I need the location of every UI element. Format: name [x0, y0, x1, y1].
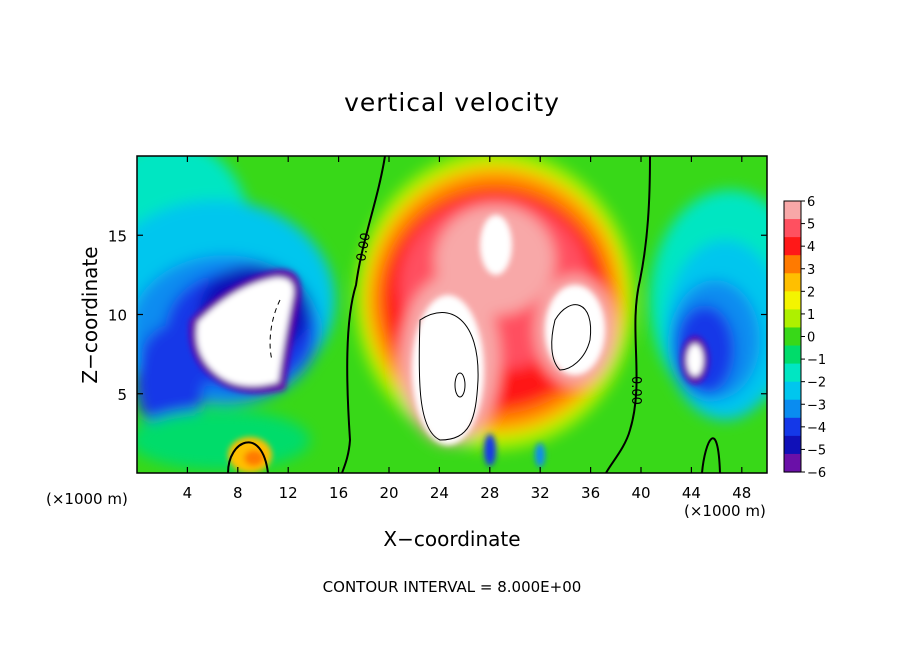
colorbar-swatch	[784, 327, 801, 347]
x-tick-label: 32	[531, 484, 550, 502]
chart-title: vertical velocity	[344, 88, 560, 117]
colorbar-tick-label: 2	[807, 285, 815, 300]
colorbar-swatch	[784, 273, 801, 292]
x-tick-label: 40	[631, 484, 650, 502]
y-tick-label: 5	[117, 386, 127, 404]
zero-contours	[227, 156, 721, 473]
y-tick-label: 15	[108, 227, 127, 245]
x-tick-label: 20	[379, 484, 398, 502]
colorbar-swatch	[784, 399, 801, 419]
colorbar-swatch	[784, 381, 801, 401]
contour-label: 0.00	[628, 376, 643, 405]
x-unit-right: (×1000 m)	[684, 502, 766, 520]
colorbar-swatch	[784, 237, 801, 256]
x-unit-left: (×1000 m)	[46, 490, 128, 508]
inner-contours	[269, 299, 592, 441]
colorbar-swatch	[784, 219, 801, 238]
colorbar-tick-label: −5	[807, 443, 826, 458]
colorbar-tick-label: 0	[807, 331, 815, 346]
colorbar-tick-label: 1	[807, 308, 815, 323]
colorbar: 6 5 4 3 2 1 0 −1 −2 −3 −4 −5 −6	[783, 195, 826, 481]
x-axis-label: X−coordinate	[383, 527, 521, 551]
colorbar-tick-label: 5	[807, 218, 815, 233]
contour-interval-note: CONTOUR INTERVAL = 8.000E+00	[322, 578, 582, 596]
colorbar-swatch	[784, 453, 801, 473]
colorbar-tick-label: 4	[807, 240, 815, 255]
x-tick-label: 24	[430, 484, 449, 502]
colorbar-tick-label: −1	[807, 353, 826, 368]
colorbar-swatch	[784, 291, 801, 310]
velocity-field	[137, 156, 767, 473]
y-tick-label: 10	[108, 307, 127, 325]
x-tick-label: 12	[279, 484, 298, 502]
colorbar-swatch	[784, 435, 801, 455]
x-tick-label: 16	[329, 484, 348, 502]
x-tick-label: 48	[732, 484, 751, 502]
colorbar-tick-label: 3	[807, 263, 815, 278]
colorbar-swatch	[784, 201, 801, 220]
x-tick-label: 28	[480, 484, 499, 502]
colorbar-swatch	[784, 309, 801, 329]
x-tick-label: 44	[682, 484, 701, 502]
colorbar-swatch	[784, 345, 801, 365]
colorbar-tick-label: 6	[807, 195, 815, 210]
y-axis-label: Z−coordinate	[78, 246, 102, 384]
x-tick-label: 36	[581, 484, 600, 502]
x-tick-label: 4	[183, 484, 193, 502]
colorbar-tick-label: −3	[807, 398, 826, 413]
colorbar-swatch	[784, 363, 801, 383]
colorbar-tick-label: −6	[807, 466, 826, 481]
colorbar-tick-label: −2	[807, 376, 826, 391]
x-tick-label: 8	[233, 484, 243, 502]
colorbar-swatch	[784, 417, 801, 437]
colorbar-swatch	[784, 255, 801, 274]
contour-label: 0.00	[354, 232, 374, 263]
colorbar-tick-label: −4	[807, 421, 826, 436]
